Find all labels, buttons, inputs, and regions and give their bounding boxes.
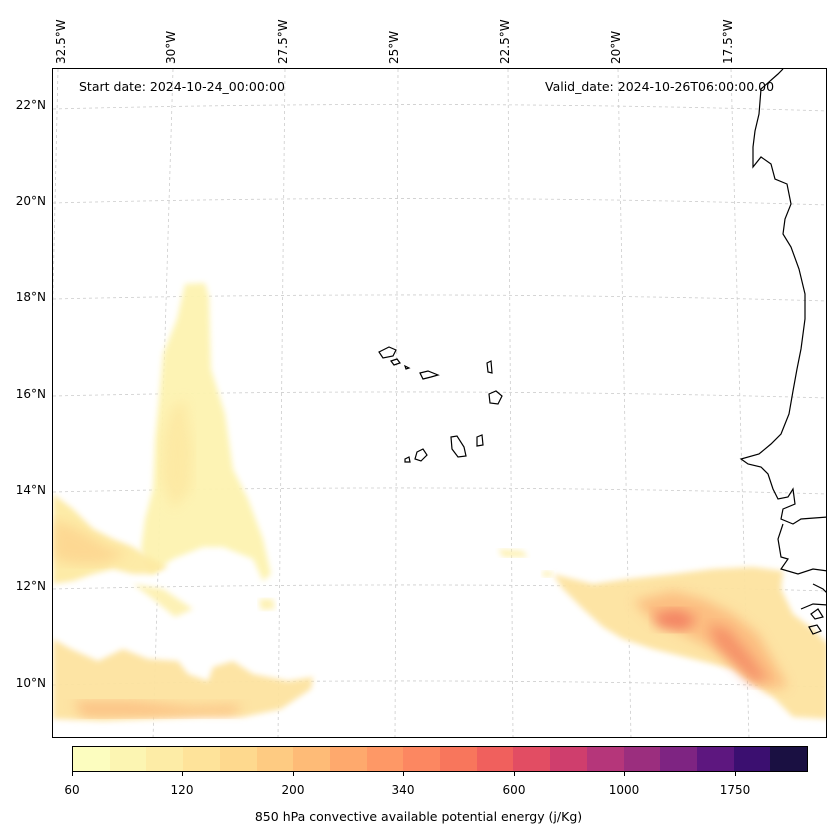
colorbar-segment	[770, 747, 808, 771]
island-brava	[404, 456, 411, 463]
cape-region-east-streak	[498, 549, 528, 557]
colorbar-segment	[403, 747, 441, 771]
colorbar-segment	[109, 747, 147, 771]
colorbar-segment	[440, 747, 477, 771]
cape-shading	[53, 283, 826, 721]
cape-region-west-plume-core	[161, 399, 193, 509]
island-santa-luzia	[403, 364, 411, 370]
lat-label: 12°N	[15, 579, 46, 593]
island-fogo	[414, 448, 428, 462]
colorbar-segment	[293, 747, 330, 771]
cape-region-small-dot	[259, 599, 275, 610]
lon-label: 25°W	[387, 30, 401, 64]
lon-label: 30°W	[164, 30, 178, 64]
colorbar-segment	[476, 747, 514, 771]
colorbar-tick-label: 120	[170, 783, 194, 797]
colorbar-tick	[735, 772, 736, 776]
island-sao-nicolau	[419, 370, 440, 380]
colorbar-segment	[550, 747, 587, 771]
colorbar-tick	[403, 772, 404, 776]
cape-region-southwest-band	[53, 639, 313, 721]
map-panel	[52, 68, 827, 738]
valid-date-label: Valid_date: 2024-10-26T06:00:00.00	[545, 79, 775, 94]
colorbar-tick-label: 60	[64, 783, 80, 797]
island-maio	[476, 434, 484, 447]
island-sao-vicente	[390, 358, 401, 366]
colorbar-tick-label: 200	[281, 783, 305, 797]
island-boa-vista	[488, 390, 503, 405]
map-canvas	[53, 69, 826, 737]
colorbar-title: 850 hPa convective available potential e…	[254, 809, 583, 824]
lat-label: 18°N	[15, 290, 46, 304]
cape-region-west-edge-core	[53, 519, 128, 564]
lon-label: 22.5°W	[498, 19, 512, 64]
colorbar-segment	[733, 747, 771, 771]
colorbar-tick-label: 1750	[719, 783, 751, 797]
colorbar-segment	[696, 747, 734, 771]
cape-region-southwest-core	[73, 701, 243, 717]
lon-label: 27.5°W	[276, 19, 290, 64]
colorbar-segment	[146, 747, 184, 771]
cape-verde-islands	[378, 346, 503, 463]
colorbar-tick-label: 340	[391, 783, 415, 797]
colorbar-segment	[586, 747, 624, 771]
colorbar-tick	[72, 772, 73, 776]
colorbar-tick	[624, 772, 625, 776]
cape-region-east-streak-2	[542, 571, 553, 577]
lat-label: 16°N	[15, 387, 46, 401]
cape-region-west-streak	[133, 584, 193, 617]
cape-region-east-core	[653, 609, 698, 631]
colorbar-segment	[219, 747, 257, 771]
colorbar-tick	[182, 772, 183, 776]
lon-label: 32.5°W	[54, 19, 68, 64]
island-santo-antao	[378, 346, 397, 359]
lon-label: 20°W	[609, 30, 623, 64]
lat-label: 20°N	[15, 194, 46, 208]
colorbar-tick	[514, 772, 515, 776]
lon-label: 17.5°W	[721, 19, 735, 64]
lat-label: 22°N	[15, 98, 46, 112]
lat-label: 14°N	[15, 483, 46, 497]
colorbar-segment	[366, 747, 404, 771]
lat-label: 10°N	[15, 676, 46, 690]
colorbar-segment	[329, 747, 367, 771]
start-date-label: Start date: 2024-10-24_00:00:00	[79, 79, 285, 94]
colorbar-tick-label: 600	[502, 783, 526, 797]
colorbar-segment	[513, 747, 551, 771]
colorbar-segment	[660, 747, 697, 771]
island-sal	[486, 360, 493, 374]
cape-region-west-plume	[141, 283, 271, 581]
colorbar-segment	[73, 747, 110, 771]
colorbar-tick-label: 1000	[608, 783, 640, 797]
cape-region-east-core-2	[708, 624, 768, 684]
colorbar-segment	[623, 747, 661, 771]
island-santiago	[450, 435, 467, 458]
colorbar-segment	[183, 747, 220, 771]
colorbar-tick	[293, 772, 294, 776]
colorbar	[72, 746, 808, 772]
african-coastline	[739, 69, 826, 635]
colorbar-segment	[256, 747, 294, 771]
